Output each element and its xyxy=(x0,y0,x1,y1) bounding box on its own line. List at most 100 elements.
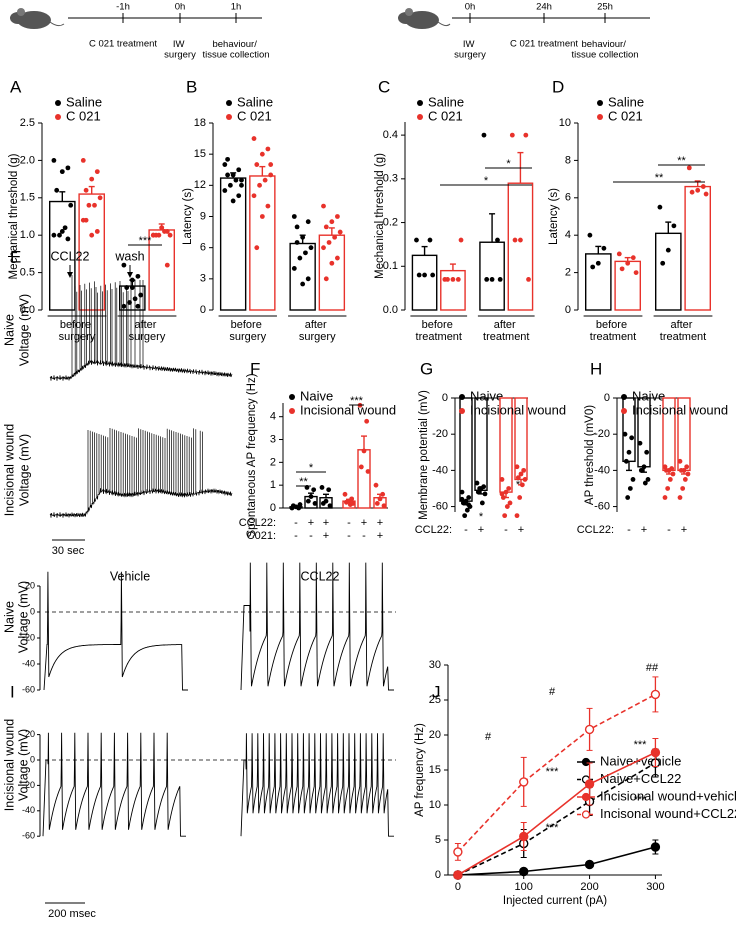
data-point xyxy=(326,240,332,245)
data-point xyxy=(268,162,274,167)
data-point xyxy=(57,232,62,238)
data-point xyxy=(430,272,436,278)
panel-letter: G xyxy=(420,359,433,378)
text-line: tissue collection xyxy=(202,49,269,60)
data-point xyxy=(650,747,661,758)
x-tick-label: before treatment xyxy=(590,319,636,343)
data-point xyxy=(291,214,297,219)
y-axis-label: Spontaneous AP frequency (Hz) xyxy=(246,373,258,537)
data-point xyxy=(335,214,340,219)
legend-label: Naive+CCL22 xyxy=(600,771,681,786)
data-point xyxy=(259,214,265,219)
data-point xyxy=(503,489,509,495)
legend-marker xyxy=(459,394,465,400)
data-point xyxy=(682,477,688,482)
data-point xyxy=(507,500,513,506)
data-point xyxy=(499,491,505,497)
data-point xyxy=(265,203,271,209)
data-point xyxy=(502,513,508,519)
y-tick-label: 2.0 xyxy=(20,154,35,166)
data-point xyxy=(650,842,661,852)
y-tick-label: 2.5 xyxy=(20,117,35,129)
row-label: Voltage (mV) xyxy=(16,729,30,801)
y-tick-label: 1.0 xyxy=(20,229,35,241)
column-label: Vehicle xyxy=(110,569,150,583)
data-point xyxy=(703,191,709,197)
condition-label: CCL22: xyxy=(415,524,452,536)
text-line: surgery xyxy=(229,331,266,343)
legend-label: C 021 xyxy=(66,108,101,123)
y-tick-label: 0 xyxy=(30,754,35,764)
condition-label: C021: xyxy=(247,530,276,542)
data-point xyxy=(519,482,525,488)
legend-marker xyxy=(226,100,232,106)
data-point xyxy=(519,831,529,842)
row-label: Voltage (mV) xyxy=(17,434,31,506)
data-point xyxy=(518,471,524,477)
row-label: Voltage (mV) xyxy=(17,294,31,366)
data-point xyxy=(94,169,100,175)
y-tick-label: 1 xyxy=(270,479,276,491)
data-point xyxy=(374,501,380,506)
y-tick-label: 0 xyxy=(30,606,35,616)
condition-value: - xyxy=(627,524,631,536)
legend-label: Naive+vehicle xyxy=(600,753,681,768)
condition-value: - xyxy=(294,517,298,529)
bar xyxy=(614,260,641,311)
data-point xyxy=(445,276,450,282)
data-point xyxy=(51,158,57,163)
panel-letter: F xyxy=(250,359,260,378)
data-point xyxy=(230,198,236,204)
data-point xyxy=(121,262,127,268)
data-point xyxy=(671,223,677,229)
data-point xyxy=(251,136,257,141)
y-tick-label: 0 xyxy=(200,304,206,316)
data-point xyxy=(135,273,141,279)
x-tick-label: 0 xyxy=(455,881,461,893)
data-point xyxy=(584,859,595,870)
data-point xyxy=(164,262,170,268)
y-axis-label: Latency (s) xyxy=(548,188,560,245)
data-point xyxy=(695,187,701,193)
data-point xyxy=(677,458,683,464)
column-label: CCL22 xyxy=(301,569,340,583)
data-point xyxy=(518,237,523,243)
x-tick-label: after treatment xyxy=(483,319,529,343)
condition-value: - xyxy=(504,524,508,536)
marker-label: wash xyxy=(114,249,144,263)
data-point xyxy=(665,486,671,491)
mouse-icon xyxy=(398,8,451,29)
legend-label: C 021 xyxy=(608,108,643,123)
y-tick-label: 4 xyxy=(565,229,571,241)
text-line: behaviour/ xyxy=(581,39,628,50)
voltage-trace xyxy=(240,562,394,691)
data-point xyxy=(262,177,268,183)
x-tick-label: after surgery xyxy=(299,319,336,343)
y-axis-label: AP frequency (Hz) xyxy=(414,723,426,817)
data-point xyxy=(665,247,671,253)
data-point xyxy=(150,232,156,238)
y-tick-label: -20 xyxy=(594,428,610,440)
text-line: after xyxy=(134,319,159,331)
data-point xyxy=(685,471,691,477)
y-tick-label: 0 xyxy=(435,869,441,881)
data-point xyxy=(361,448,367,454)
data-point xyxy=(462,513,468,519)
mouse-body xyxy=(405,11,439,29)
bar xyxy=(684,185,711,311)
legend-label: Incisional wound xyxy=(300,402,396,417)
condition-value: - xyxy=(294,530,298,542)
mouse-ear xyxy=(17,8,25,16)
timeline-event: IW surgery xyxy=(164,39,196,60)
y-tick-label: 15 xyxy=(194,148,206,160)
data-point xyxy=(156,232,162,238)
condition-value: + xyxy=(323,517,329,529)
panel-letter: A xyxy=(10,77,22,96)
data-point xyxy=(497,276,503,282)
y-tick-label: -20 xyxy=(22,780,35,790)
text-line: surgery xyxy=(454,49,486,60)
data-point xyxy=(222,188,228,193)
significance-label: *** xyxy=(350,395,364,407)
data-point xyxy=(521,467,527,473)
